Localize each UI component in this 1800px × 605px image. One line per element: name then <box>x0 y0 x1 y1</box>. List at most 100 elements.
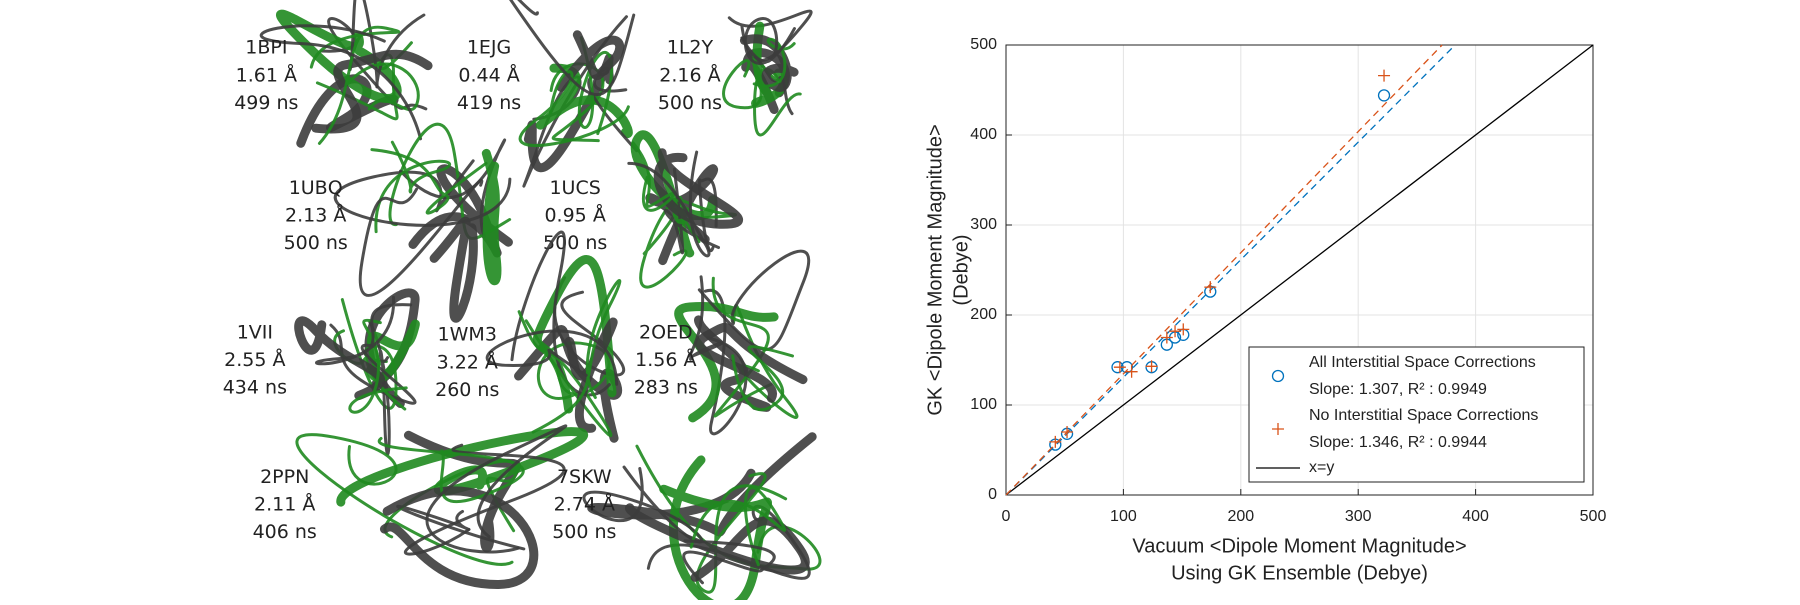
ribbon <box>689 486 787 567</box>
protein-structure <box>627 130 743 289</box>
ribbon <box>485 329 619 386</box>
protein-structure <box>295 424 589 589</box>
legend-label: Slope: 1.346, R² : 0.9944 <box>1309 434 1487 451</box>
protein-label: 260 ns <box>435 379 499 401</box>
protein-label: 2OED <box>639 321 693 343</box>
protein-label: 1VII <box>237 321 273 343</box>
fit-line <box>1005 44 1456 496</box>
protein-structure <box>485 230 626 443</box>
protein-label: 0.95 Å <box>544 203 605 226</box>
data-point <box>1125 365 1138 378</box>
ribbon <box>531 279 622 434</box>
protein-label: 1L2Y <box>667 37 714 59</box>
ribbon <box>358 178 484 297</box>
protein-structure <box>333 122 513 323</box>
data-point <box>1145 360 1158 373</box>
data-point <box>1378 69 1391 82</box>
x-tick-label: 200 <box>1227 508 1254 525</box>
legend-marker <box>1271 369 1285 383</box>
ribbon <box>314 295 413 366</box>
x-tick-label: 300 <box>1345 508 1372 525</box>
y-tick-label: 400 <box>970 126 997 143</box>
legend-label: No Interstitial Space Corrections <box>1309 407 1538 424</box>
ribbon <box>311 49 433 134</box>
ribbon <box>564 317 618 433</box>
y-axis-label: (Debye) <box>950 234 972 305</box>
protein-label: 2PPN <box>260 466 309 488</box>
protein-label: 500 ns <box>284 232 348 254</box>
protein-label: 1BPI <box>245 37 287 59</box>
ribbon <box>625 503 810 582</box>
ribbon <box>396 504 526 551</box>
ribbon <box>711 276 773 418</box>
x-axis-label: Using GK Ensemble (Debye) <box>1171 562 1428 584</box>
protein-label: 419 ns <box>457 92 521 114</box>
ribbon <box>674 302 779 423</box>
ribbon <box>429 216 478 323</box>
ribbon <box>509 0 636 97</box>
protein-label: 1UBQ <box>289 177 343 199</box>
ribbon <box>370 148 488 215</box>
ribbon <box>688 275 724 361</box>
protein-label: 7SKW <box>557 466 612 488</box>
ribbon <box>368 320 391 456</box>
ribbon <box>348 318 408 414</box>
protein-structure <box>674 249 811 436</box>
ribbon <box>695 322 808 403</box>
reference-line <box>1005 44 1594 496</box>
x-tick-label: 400 <box>1462 508 1489 525</box>
data-point <box>1061 426 1074 438</box>
y-tick-label: 0 <box>988 486 997 503</box>
y-tick-label: 100 <box>970 396 997 413</box>
fit-line <box>1005 44 1443 496</box>
ribbon <box>682 539 776 585</box>
protein-label: 2.11 Å <box>254 493 315 516</box>
legend-label: x=y <box>1309 459 1334 476</box>
ribbon <box>425 424 568 554</box>
ribbon <box>731 345 794 412</box>
ribbon <box>549 62 605 143</box>
protein-label: 434 ns <box>223 377 287 399</box>
data-point <box>1049 435 1062 448</box>
data-point <box>1160 331 1173 344</box>
ribbon <box>664 167 721 255</box>
ribbon <box>631 141 676 212</box>
protein-label: 3.22 Å <box>437 350 498 373</box>
y-tick-label: 300 <box>970 216 997 233</box>
legend-label: All Interstitial Space Corrections <box>1309 354 1536 371</box>
ribbon <box>344 62 420 112</box>
x-tick-label: 100 <box>1110 508 1137 525</box>
protein-label: 2.13 Å <box>285 203 346 226</box>
protein-label: 2.55 Å <box>224 348 285 371</box>
data-point <box>1113 361 1126 374</box>
protein-label: 406 ns <box>253 521 317 543</box>
ribbon <box>294 316 386 401</box>
ribbon <box>377 436 525 503</box>
ribbon <box>553 276 626 377</box>
ribbon <box>697 249 811 352</box>
protein-structure <box>259 0 433 148</box>
data-point <box>1169 325 1182 338</box>
protein-label: 500 ns <box>658 92 722 114</box>
legend-marker <box>1272 423 1284 435</box>
protein-structure <box>582 432 822 605</box>
y-tick-label: 200 <box>970 306 997 323</box>
ribbon <box>556 30 625 92</box>
ribbon <box>379 486 539 589</box>
ribbon <box>740 17 796 65</box>
ribbon <box>309 25 401 145</box>
protein-label: 283 ns <box>634 377 698 399</box>
x-axis-label: Vacuum <Dipole Moment Magnitude> <box>1132 535 1466 557</box>
protein-label: 0.44 Å <box>458 63 519 86</box>
ribbon <box>753 63 802 137</box>
plot-frame <box>1005 44 1594 496</box>
ribbon <box>517 310 613 438</box>
legend-box <box>1248 346 1585 483</box>
data-point <box>1377 89 1391 102</box>
ribbon <box>752 37 796 88</box>
y-axis-label: GK <Dipole Moment Magnitude> <box>924 124 946 415</box>
ribbon <box>374 140 452 234</box>
x-tick-label: 0 <box>1002 508 1011 525</box>
protein-label: 1WM3 <box>438 324 497 346</box>
ribbon <box>295 433 514 566</box>
